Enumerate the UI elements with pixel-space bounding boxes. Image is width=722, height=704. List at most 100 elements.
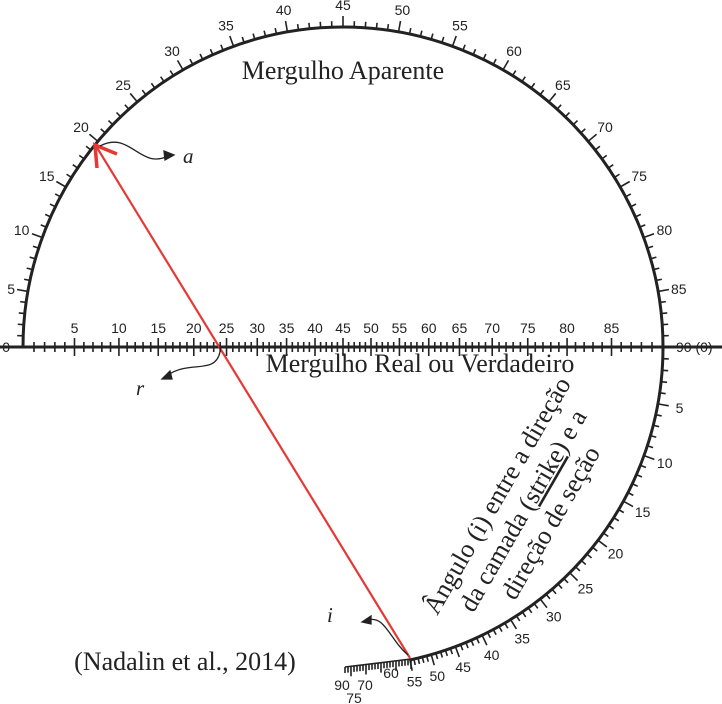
tick-label: 10 xyxy=(14,222,30,238)
minor-tick xyxy=(66,173,73,179)
tick-label: 80 xyxy=(657,222,673,238)
tick xyxy=(622,500,634,508)
minor-tick xyxy=(23,278,31,282)
tick xyxy=(502,59,510,71)
tick-label: 40 xyxy=(484,647,500,663)
minor-tick xyxy=(375,22,378,29)
tick-label: 15 xyxy=(150,320,166,336)
tick-label: 25 xyxy=(578,580,594,596)
tick-label: 55 xyxy=(452,18,468,34)
minor-tick xyxy=(601,154,608,160)
tick-label: 70 xyxy=(484,320,500,336)
red-construction xyxy=(93,142,411,659)
minor-tick xyxy=(572,119,579,126)
minor-tick xyxy=(274,27,278,35)
tick-label: 10 xyxy=(111,320,127,336)
minor-tick xyxy=(189,58,194,65)
tick-label: 80 xyxy=(559,320,575,336)
minor-tick xyxy=(32,245,39,249)
tick-label: 15 xyxy=(39,168,55,184)
minor-tick xyxy=(530,82,536,89)
minor-tick xyxy=(408,27,412,35)
annotation: a xyxy=(183,144,194,168)
tick-label: 35 xyxy=(279,320,295,336)
minor-tick xyxy=(49,203,56,208)
tick xyxy=(430,654,436,666)
tail-scale xyxy=(344,658,412,677)
tick xyxy=(229,35,235,47)
tick-label: 50 xyxy=(429,668,445,684)
tick-label: 55 xyxy=(392,320,408,336)
minor-tick xyxy=(492,58,497,65)
tick xyxy=(619,180,631,188)
minor-tick xyxy=(308,22,311,29)
minor-tick xyxy=(551,588,557,595)
minor-tick xyxy=(199,53,204,60)
tick-label: 85 xyxy=(671,281,687,297)
minor-tick xyxy=(564,111,571,118)
tick xyxy=(597,539,608,548)
tick-label: 45 xyxy=(335,320,351,336)
minor-tick xyxy=(78,154,85,160)
minor-tick xyxy=(618,508,625,514)
minor-tick xyxy=(241,36,245,43)
minor-tick xyxy=(639,224,646,228)
tick-label: 20 xyxy=(73,119,89,135)
tick-label: 65 xyxy=(555,77,571,93)
minor-tick xyxy=(653,424,660,428)
tail-label: 60 xyxy=(383,665,399,681)
tick-label: 30 xyxy=(249,320,265,336)
tick-label: 20 xyxy=(186,320,202,336)
minor-tick xyxy=(635,213,642,218)
tick xyxy=(88,133,99,142)
minor-tick xyxy=(575,566,581,572)
minor-tick xyxy=(659,392,666,395)
tick-label: 60 xyxy=(506,43,522,59)
minor-tick xyxy=(486,632,492,639)
minor-tick xyxy=(419,30,423,37)
minor-tick xyxy=(169,70,175,77)
minor-tick xyxy=(613,173,620,179)
tick xyxy=(548,92,557,103)
tick-label: 85 xyxy=(604,320,620,336)
tick-label: 50 xyxy=(395,2,411,18)
tick-label: 20 xyxy=(608,546,624,562)
tick xyxy=(55,180,67,188)
minor-tick xyxy=(107,119,114,126)
minor-tick xyxy=(465,642,469,649)
minor-tick xyxy=(650,434,657,439)
minor-tick xyxy=(504,622,509,629)
minor-tick xyxy=(650,256,657,260)
minor-tick xyxy=(413,658,417,666)
minor-tick xyxy=(545,593,551,600)
tick xyxy=(451,35,457,47)
minor-tick xyxy=(386,24,390,31)
tick xyxy=(176,59,184,71)
minor-tick xyxy=(655,278,663,282)
tick xyxy=(657,403,669,407)
apparent-title: Mergulho Aparente xyxy=(242,56,444,85)
tail-label: 75 xyxy=(346,690,362,704)
minor-tick xyxy=(40,224,47,228)
minor-tick xyxy=(557,583,563,589)
minor-tick xyxy=(647,444,654,449)
tick-label: 0 xyxy=(2,339,10,355)
tick-label: 30 xyxy=(546,608,562,624)
tail-label: 90 xyxy=(334,677,350,693)
minor-tick xyxy=(44,213,51,218)
tick xyxy=(284,20,289,33)
minor-tick xyxy=(586,553,593,559)
minor-tick xyxy=(85,145,92,151)
minor-tick xyxy=(630,203,637,208)
minor-tick xyxy=(435,653,439,660)
minor-tick xyxy=(475,637,480,644)
minor-tick xyxy=(602,532,609,538)
minor-tick xyxy=(563,577,569,584)
minor-tick xyxy=(482,53,487,60)
tick-label: 45 xyxy=(335,0,351,13)
minor-tick xyxy=(417,657,421,665)
true-title: Mergulho Real ou Verdadeiro xyxy=(266,349,575,378)
minor-tick xyxy=(594,145,601,151)
tick-label: 65 xyxy=(452,320,468,336)
minor-tick xyxy=(141,89,147,96)
